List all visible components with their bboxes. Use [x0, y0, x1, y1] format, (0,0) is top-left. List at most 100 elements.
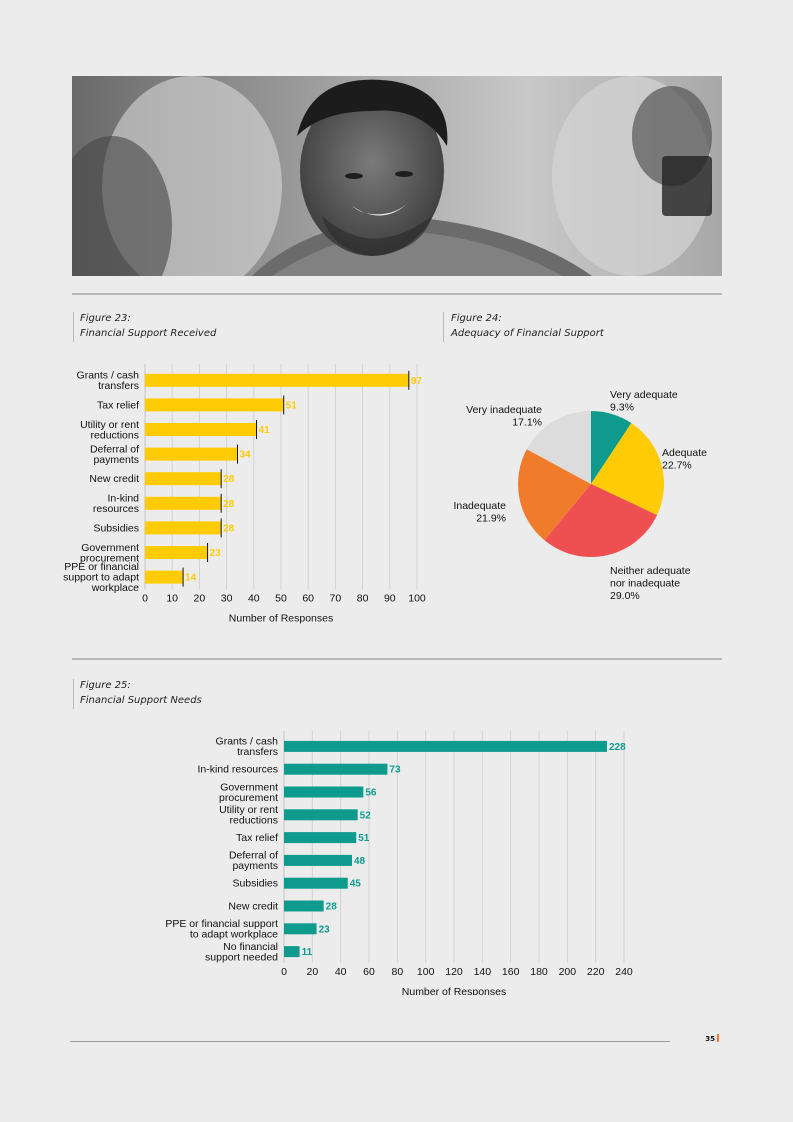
pie-percent-label: 17.1% — [512, 417, 542, 429]
category-label: New credit — [89, 473, 139, 485]
category-label: Utility or rent — [80, 419, 139, 431]
tick-label: 100 — [417, 966, 435, 978]
category-label: In-kind — [107, 493, 139, 505]
data-label: 28 — [223, 474, 235, 485]
category-label: support needed — [205, 951, 278, 963]
section-divider-middle — [72, 658, 722, 660]
category-label: payments — [232, 860, 278, 872]
data-label: 28 — [326, 902, 338, 913]
tick-label: 80 — [357, 592, 369, 604]
bar — [145, 423, 257, 436]
data-label: 56 — [365, 788, 377, 799]
bar — [145, 398, 284, 412]
bar — [284, 786, 364, 798]
category-label: Utility or rent — [219, 804, 278, 816]
tick-label: 220 — [587, 966, 605, 978]
tick-label: 0 — [281, 966, 287, 978]
pie-slice — [518, 449, 591, 541]
tick-label: 100 — [408, 592, 426, 604]
header-photo — [72, 76, 722, 276]
data-label: 14 — [185, 573, 197, 584]
figure23-title: Financial Support Received — [80, 328, 217, 339]
pie-category-label: Very adequate — [610, 389, 678, 401]
category-label: In-kind resources — [197, 764, 278, 776]
bar — [284, 763, 388, 775]
tick-label: 60 — [302, 592, 314, 604]
category-label: payments — [93, 454, 139, 466]
pie-category-label: nor inadequate — [610, 578, 680, 590]
tick-label: 120 — [445, 966, 463, 978]
category-label: support to adapt — [63, 572, 139, 584]
bar — [284, 809, 358, 821]
bar — [145, 496, 222, 510]
category-label: transfers — [237, 746, 278, 758]
figure25-title: Financial Support Needs — [80, 695, 202, 706]
tick-label: 40 — [335, 966, 347, 978]
tick-label: 90 — [384, 592, 396, 604]
pie-category-label: Inadequate — [453, 500, 506, 512]
figure23-label: Figure 23: — [80, 313, 131, 324]
data-label: 28 — [223, 499, 235, 510]
data-label: 11 — [302, 947, 313, 958]
category-label: reductions — [91, 429, 139, 441]
tick-label: 140 — [474, 966, 492, 978]
tick-label: 160 — [502, 966, 520, 978]
category-label: reductions — [230, 815, 278, 827]
tick-label: 180 — [530, 966, 548, 978]
figure24-caption: Figure 24: Adequacy of Financial Support — [451, 311, 604, 341]
bar — [284, 877, 348, 889]
x-axis-title: Number of Responses — [229, 612, 333, 624]
tick-label: 240 — [615, 966, 633, 978]
pie-percent-label: 29.0% — [610, 590, 640, 602]
category-label: Government — [220, 781, 278, 793]
category-label: workplace — [91, 582, 139, 594]
tick-label: 30 — [221, 592, 233, 604]
data-label: 48 — [354, 856, 366, 867]
data-label: 23 — [319, 924, 331, 935]
bar — [284, 946, 300, 958]
data-label: 51 — [286, 400, 298, 411]
data-label: 52 — [360, 810, 372, 821]
tick-label: 50 — [275, 592, 287, 604]
caption-bar-fig25 — [73, 679, 74, 709]
tick-label: 70 — [330, 592, 342, 604]
data-label: 23 — [210, 548, 222, 559]
data-label: 51 — [358, 833, 370, 844]
page-number-text: 35 — [705, 1035, 715, 1043]
bar — [284, 740, 607, 752]
bar — [284, 854, 352, 866]
figure24-label: Figure 24: — [451, 313, 502, 324]
section-divider-top — [72, 293, 722, 295]
pie-slice — [544, 484, 658, 557]
pie-category-label: Adequate — [662, 447, 707, 459]
caption-bar-fig24 — [443, 312, 444, 342]
tick-label: 200 — [559, 966, 577, 978]
tick-label: 60 — [363, 966, 375, 978]
tick-label: 80 — [391, 966, 403, 978]
category-label: New credit — [228, 901, 278, 913]
pie-category-label: Neither adequate — [610, 565, 691, 577]
pie-percent-label: 21.9% — [476, 513, 506, 525]
figure25-label: Figure 25: — [80, 680, 131, 691]
bar — [145, 521, 222, 535]
category-label: Subsidies — [93, 522, 139, 534]
data-label: 228 — [609, 742, 626, 753]
figure25-caption: Figure 25: Financial Support Needs — [80, 678, 202, 708]
pie-percent-label: 22.7% — [662, 460, 692, 472]
category-label: Grants / cash — [77, 370, 140, 382]
tick-label: 20 — [194, 592, 206, 604]
data-label: 41 — [259, 425, 271, 436]
category-label: Grants / cash — [216, 736, 279, 748]
bar — [145, 373, 409, 387]
tick-label: 10 — [166, 592, 178, 604]
category-label: Deferral of — [229, 850, 278, 862]
caption-bar-fig23 — [73, 312, 74, 342]
bar — [145, 546, 208, 559]
category-label: Tax relief — [236, 832, 278, 844]
tick-label: 40 — [248, 592, 260, 604]
category-label: PPE or financial support — [165, 918, 278, 930]
category-label: Deferral of — [90, 443, 139, 455]
data-label: 45 — [350, 879, 362, 890]
pie-percent-label: 9.3% — [610, 402, 634, 414]
